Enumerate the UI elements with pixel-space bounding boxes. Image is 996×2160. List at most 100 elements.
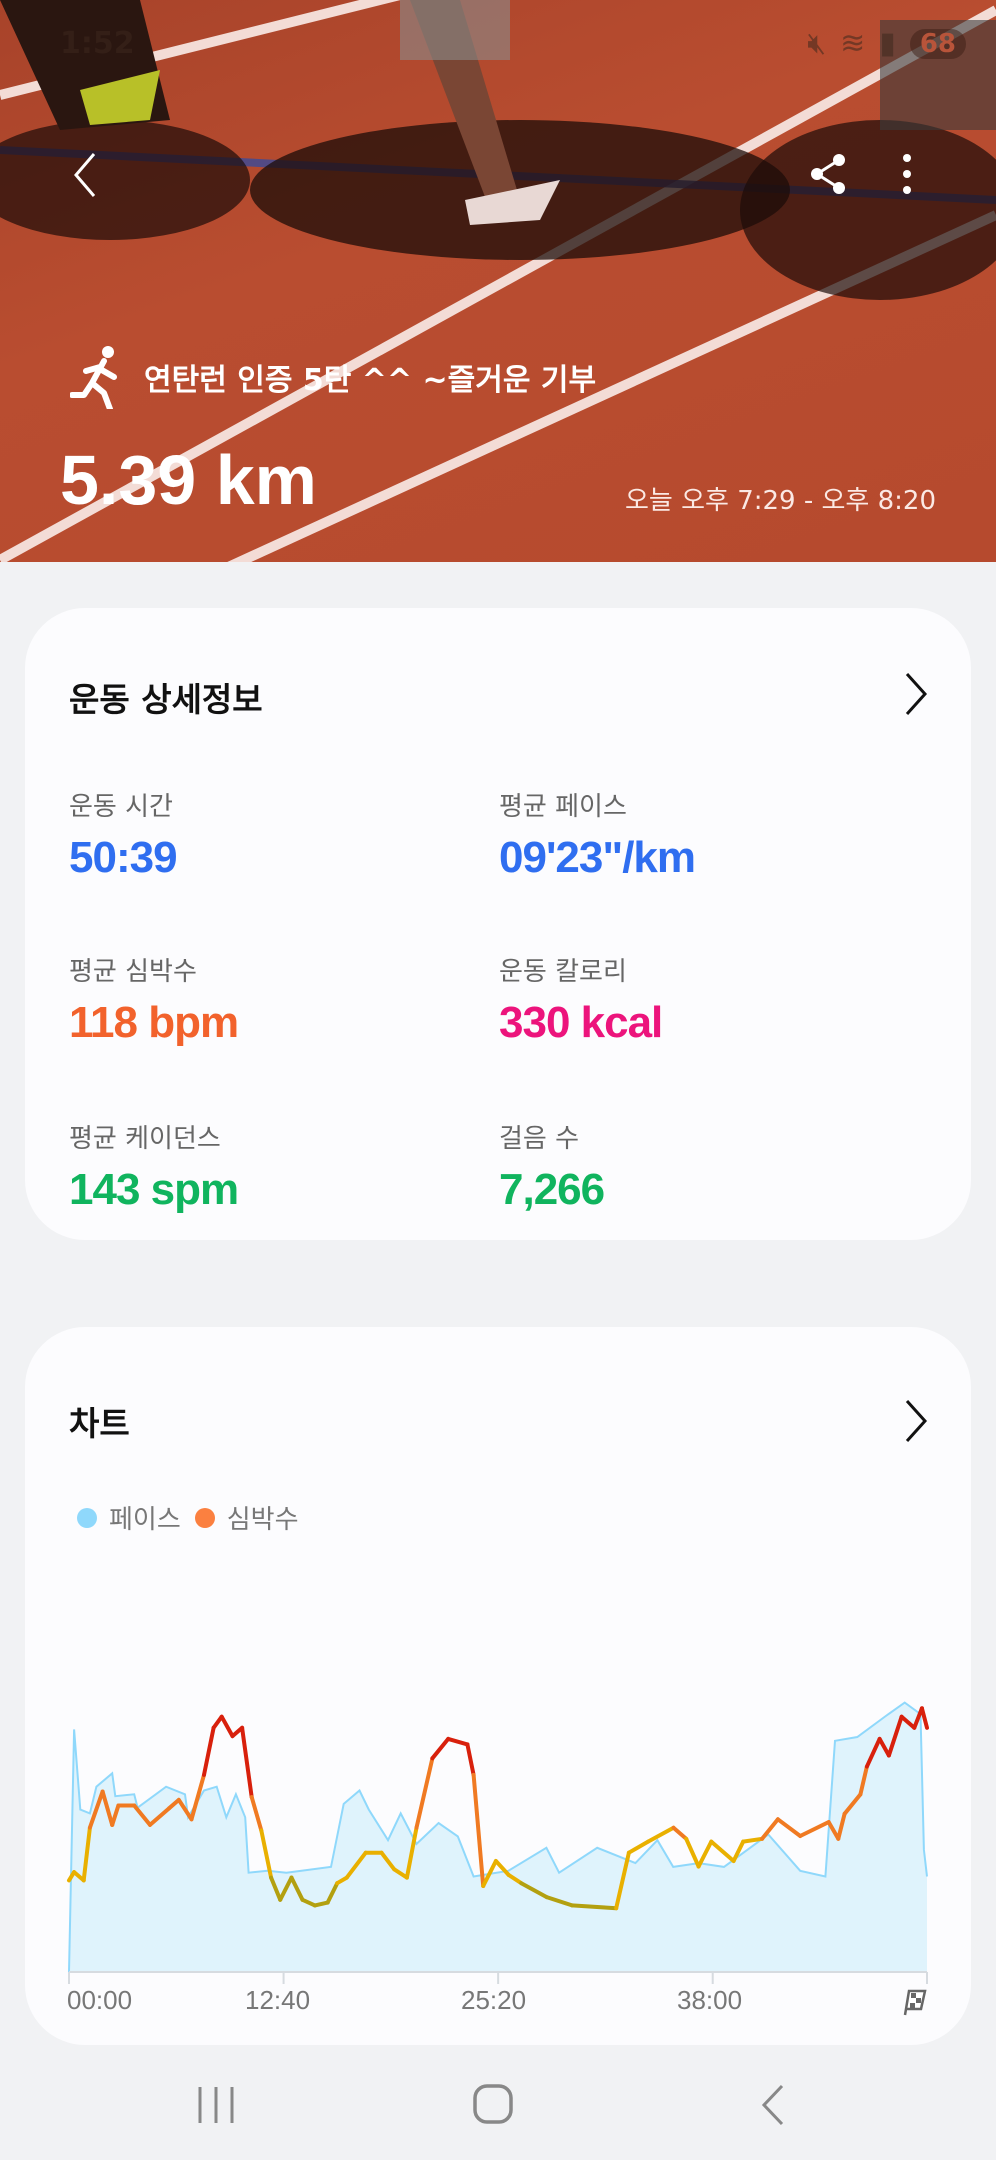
heart-rate-segment	[249, 1795, 264, 1833]
heart-rate-segment	[626, 1839, 651, 1855]
distance: 5.39 km	[60, 441, 317, 519]
signal-icon: ▮	[879, 26, 896, 61]
heart-rate-segment	[132, 1803, 152, 1827]
workout-title: 연탄런 인증 5탄 ^^ ~즐거운 기부	[144, 363, 597, 398]
heart-rate-segment	[100, 1789, 115, 1827]
heart-rate-segment	[709, 1839, 736, 1863]
heart-rate-segment	[110, 1803, 121, 1827]
stat-calories: 운동 칼로리 330 kcal	[499, 957, 663, 1047]
heart-rate-segment	[219, 1714, 235, 1739]
heart-rate-segment	[544, 1895, 575, 1908]
heart-rate-segment	[344, 1850, 368, 1880]
mute-icon: 🔇︎	[807, 26, 827, 61]
heart-rate-segment	[646, 1825, 676, 1844]
heart-rate-segment	[430, 1736, 451, 1761]
heart-rate-segment	[189, 1772, 206, 1822]
stat-avg-pace: 평균 페이스 09'23"/km	[499, 792, 696, 882]
heart-rate-segment	[404, 1825, 419, 1880]
heart-rate-segment	[614, 1850, 631, 1911]
heart-rate-segment	[877, 1736, 891, 1758]
heart-rate-segment	[570, 1903, 619, 1911]
stat-avg-heart-rate: 평균 심박수 118 bpm	[69, 957, 239, 1047]
heart-rate-segment	[392, 1867, 409, 1880]
heart-rate-segment	[684, 1836, 701, 1869]
heart-rate-segment	[864, 1736, 882, 1769]
chevron-right-icon[interactable]	[901, 1397, 931, 1445]
legend-label-heart-rate: 심박수	[226, 1505, 299, 1535]
heart-rate-segment	[912, 1706, 924, 1730]
heart-rate-segment	[741, 1836, 765, 1844]
x-tick-label: 38:00	[677, 1985, 743, 2015]
back-nav-icon[interactable]	[758, 2083, 788, 2127]
heart-rate-segment	[465, 1742, 476, 1777]
stat-avg-cadence: 평균 케이던스 143 spm	[69, 1124, 239, 1214]
heart-rate-segment	[481, 1859, 498, 1888]
heart-rate-segment	[519, 1881, 549, 1900]
heart-rate-segment	[176, 1797, 194, 1822]
heart-rate-segment	[211, 1714, 224, 1730]
chevron-right-icon[interactable]	[901, 670, 931, 718]
status-time: 1:52	[60, 26, 135, 61]
chart-card[interactable]: 차트 페이스 심박수 00:00 12:40 25:20 38:00	[25, 1327, 971, 2045]
heart-rate-segment	[81, 1825, 92, 1883]
heart-rate-segment	[278, 1875, 294, 1902]
heart-rate-segment	[312, 1900, 330, 1908]
heart-rate-segment	[87, 1789, 105, 1830]
heart-rate-segment	[919, 1706, 929, 1730]
stat-duration: 운동 시간 50:39	[69, 792, 178, 882]
heart-rate-segment	[325, 1881, 340, 1905]
legend-label-pace: 페이스	[109, 1505, 181, 1535]
heart-rate-segment	[259, 1828, 274, 1880]
heart-rate-segment	[446, 1736, 470, 1747]
heart-rate-segment	[167, 1797, 181, 1811]
chart-legend: 페이스 심박수	[77, 1499, 299, 1536]
heart-rate-segment	[775, 1817, 803, 1838]
card-title: 차트	[69, 1404, 130, 1443]
heart-rate-segment	[731, 1839, 746, 1863]
x-tick-label: 25:20	[461, 1985, 527, 2015]
legend-dot-heart-rate	[194, 1507, 215, 1528]
status-bar: 1:52 🔇︎ ≋ ▮ 68	[0, 26, 996, 66]
hero-banner: 1:52 🔇︎ ≋ ▮ 68 연탄런 인증 5탄 ^^ ~즐거운 기부 5.39…	[0, 0, 996, 562]
heart-rate-segment	[696, 1839, 714, 1869]
legend-dot-pace	[77, 1507, 97, 1528]
running-icon	[70, 346, 117, 409]
stat-steps: 걸음 수 7,266	[499, 1124, 605, 1214]
more-icon[interactable]	[897, 152, 917, 196]
share-icon[interactable]	[808, 152, 848, 196]
heart-rate-segment	[240, 1725, 254, 1800]
heart-rate-segment	[471, 1772, 486, 1888]
navigation-bar	[0, 2045, 996, 2160]
heart-rate-segment	[289, 1875, 305, 1902]
heart-rate-segment	[269, 1875, 283, 1902]
heart-rate-segment	[858, 1764, 869, 1797]
heart-rate-segment	[836, 1811, 847, 1841]
pace-heart-rate-chart	[67, 1701, 929, 1984]
heart-rate-segment	[506, 1872, 524, 1886]
workout-title-row: 연탄런 인증 5탄 ^^ ~즐거운 기부	[70, 345, 596, 409]
heart-rate-segment	[842, 1792, 863, 1816]
heart-rate-segment	[826, 1820, 841, 1841]
heart-rate-segment	[798, 1820, 831, 1838]
x-tick-label: 12:40	[245, 1985, 311, 2015]
time-range: 오늘 오후 7:29 - 오후 8:20	[625, 486, 936, 516]
heart-rate-segment	[899, 1714, 917, 1730]
finish-flag-icon	[903, 1989, 927, 2016]
heart-rate-segment	[760, 1817, 780, 1841]
wifi-icon: ≋	[840, 26, 866, 61]
recent-apps-icon[interactable]	[196, 2085, 236, 2125]
heart-rate-segment	[493, 1859, 511, 1877]
heart-rate-segment	[300, 1897, 317, 1908]
heart-rate-segment	[379, 1850, 397, 1872]
back-icon[interactable]	[70, 150, 100, 200]
x-tick-label: 00:00	[67, 1985, 133, 2015]
heart-rate-segment	[414, 1756, 435, 1830]
heart-rate-segment	[886, 1714, 904, 1758]
track-background-image	[0, 0, 996, 562]
card-title: 운동 상세정보	[69, 680, 263, 719]
home-icon[interactable]	[472, 2083, 516, 2127]
battery-icon: 68	[909, 28, 966, 59]
workout-details-card[interactable]: 운동 상세정보 운동 시간 50:39 평균 페이스 09'23"/km 평균 심박…	[25, 608, 971, 1240]
pace-area	[69, 1702, 927, 1972]
heart-rate-segment	[148, 1806, 172, 1827]
